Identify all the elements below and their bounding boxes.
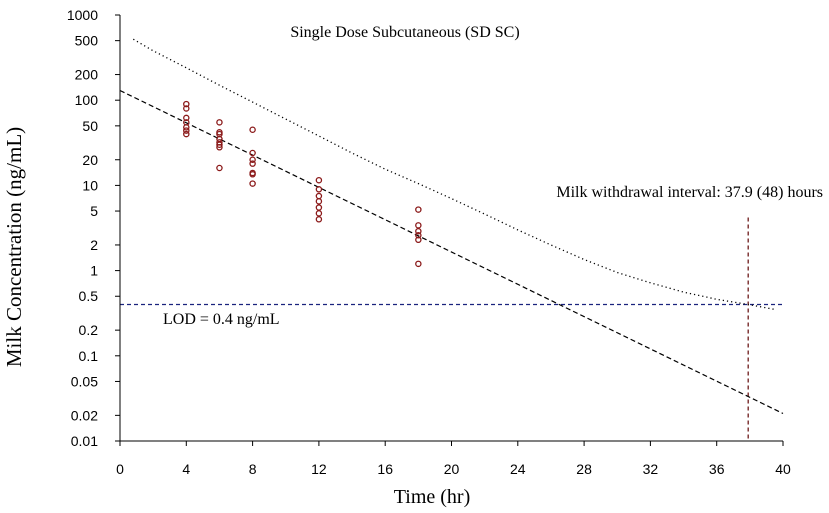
y-tick-labels: 1000 500 200 100 50 20 10 5 2 1 0.5 0.2 0.1 0.05 0.02 0… [67,7,98,449]
data-point [315,210,323,217]
data-point [249,171,256,178]
x-tick-label: 28 [576,461,592,477]
lod-label: LOD = 0.4 ng/mL [163,311,280,328]
y-tick-label: 0.02 [71,407,98,423]
data-point [415,206,422,213]
y-tick-label: 5 [90,203,98,219]
x-axis-label: Time (hr) [394,486,470,508]
y-tick-label: 20 [82,152,98,168]
data-point [415,231,422,239]
data-point [183,105,190,112]
y-tick-label: 10 [82,177,98,193]
y-tick-label: 0.5 [79,288,99,304]
y-tick-label: 200 [75,67,99,83]
data-point [249,149,256,157]
data-point [315,198,323,205]
data-point [216,141,223,148]
data-point [183,114,190,122]
y-tick-label: 0.1 [79,348,99,364]
x-tick-label: 16 [377,461,393,477]
data-point [183,100,190,108]
x-tick-label: 32 [643,461,659,477]
data-point [249,160,256,167]
y-axis-label: Milk Concentration (ng/mL) [2,127,26,367]
data-point [315,176,323,184]
data-point [216,119,223,126]
y-tick-label: 50 [82,118,98,134]
data-point [415,227,422,235]
y-tick-label: 0.01 [71,433,98,449]
data-point [249,180,256,187]
data-point [183,130,190,138]
x-tick-label: 20 [444,461,460,477]
x-tick-label: 36 [709,461,725,477]
data-point [415,222,422,229]
series-lines [119,38,784,441]
x-tick-label: 24 [510,461,526,477]
x-tick-label: 4 [182,461,190,477]
data-point [315,192,323,200]
y-tick-label: 1000 [67,7,98,23]
y-tick-label: 0.2 [79,322,99,338]
data-point [315,204,323,211]
data-point [183,127,190,134]
x-tick-label: 8 [249,461,257,477]
mean-prediction-line [119,89,784,415]
y-tick-label: 1 [90,263,98,279]
x-tick-label: 12 [311,461,327,477]
axes [115,14,784,446]
data-point [315,216,323,223]
data-point [315,186,323,193]
data-point [216,144,223,151]
y-tick-label: 100 [75,92,99,108]
data-point [183,124,190,131]
chart-title: Single Dose Subcutaneous (SD SC) [290,24,519,41]
x-tick-labels: 0 4 8 12 16 20 24 28 32 36 40 [116,461,791,477]
data-points [183,100,422,268]
data-point [415,260,422,268]
data-point [415,236,422,244]
data-point [249,156,256,164]
x-tick-label: 0 [116,461,124,477]
y-tick-label: 2 [90,237,98,253]
withdrawal-label: Milk withdrawal interval: 37.9 (48) hour… [556,184,823,201]
data-point [216,164,223,172]
upper-limit-line [132,38,775,311]
y-tick-label: 500 [75,33,99,49]
data-point [249,126,256,133]
x-tick-label: 40 [775,461,791,477]
y-tick-label: 0.05 [71,373,98,389]
